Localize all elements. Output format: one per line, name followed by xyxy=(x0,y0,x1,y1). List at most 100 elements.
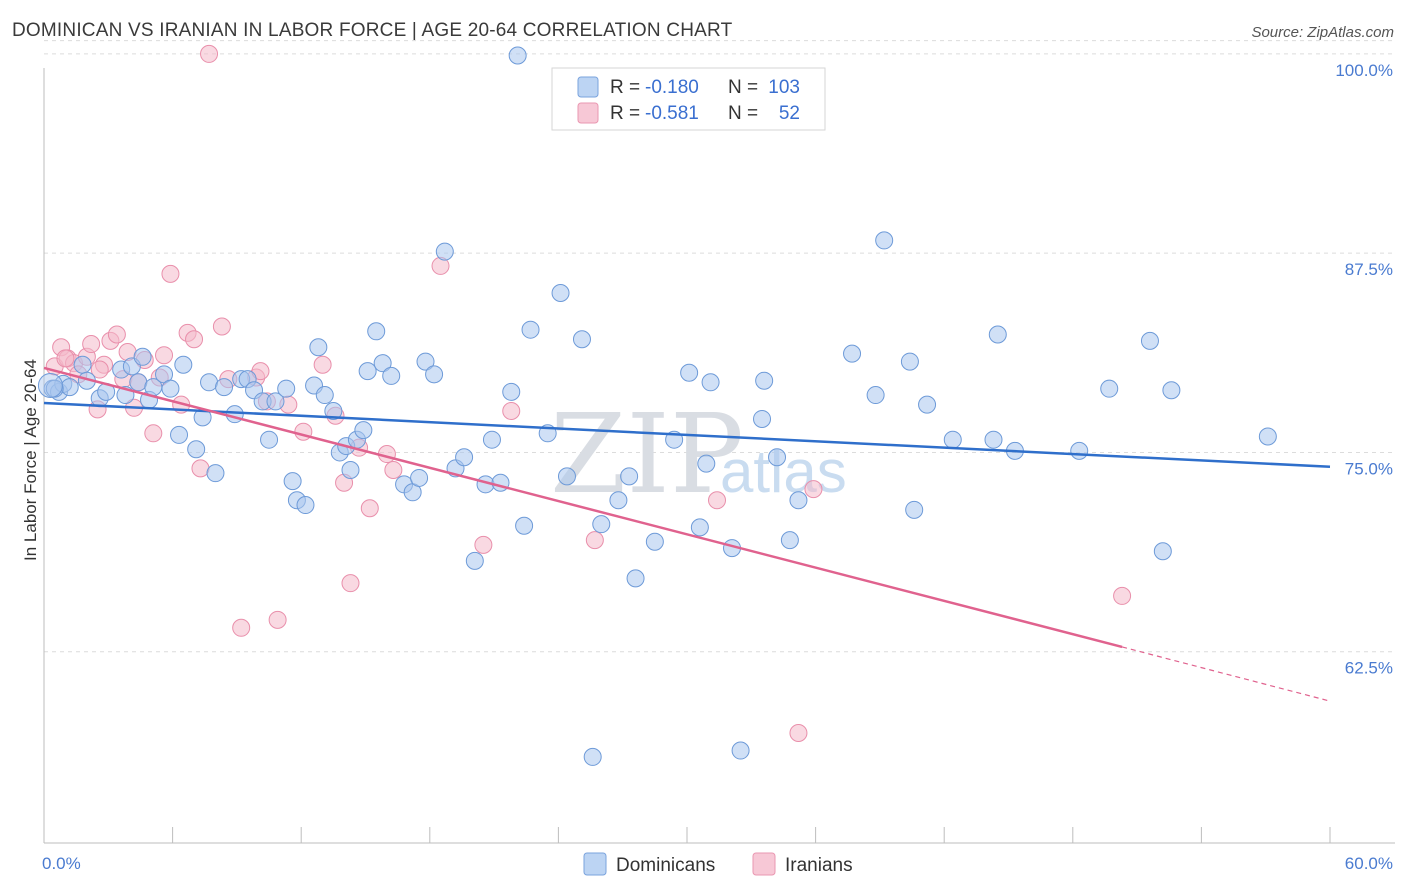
series-legend-iranians: Iranians xyxy=(785,855,853,876)
dominicans-point xyxy=(367,322,386,341)
legend-swatch-dominicans xyxy=(577,76,599,98)
dominicans-point xyxy=(133,347,152,366)
dominicans-point xyxy=(373,354,392,373)
dominicans-point xyxy=(551,284,570,303)
y-tick-label: 87.5% xyxy=(1345,260,1393,279)
dominicans-point xyxy=(315,386,334,405)
dominicans-point xyxy=(988,325,1007,344)
dominicans-point xyxy=(206,464,225,483)
iranians-point xyxy=(804,480,823,499)
x-tick-label-min: 0.0% xyxy=(42,854,81,873)
iranians-point xyxy=(56,349,75,368)
dominicans-point xyxy=(900,352,919,371)
dominicans-point xyxy=(260,430,279,449)
iranians-point xyxy=(232,618,251,637)
dominicans-point xyxy=(73,355,92,374)
dominicans-point xyxy=(645,532,664,551)
dominicans-trend-line xyxy=(43,401,1331,469)
legend-r-label-1: R = xyxy=(610,77,640,98)
dominicans-point xyxy=(266,392,285,411)
legend-n-label-2: N = xyxy=(728,103,758,124)
dominicans-point xyxy=(1100,379,1119,398)
dominicans-point xyxy=(341,460,360,479)
dominicans-point xyxy=(1070,441,1089,460)
series-legend-dominicans: Dominicans xyxy=(616,855,715,876)
dominicans-point xyxy=(382,366,401,385)
dominicans-points xyxy=(37,46,1277,766)
y-tick-label: 100.0% xyxy=(1335,61,1393,80)
dominicans-point xyxy=(482,430,501,449)
dominicans-point xyxy=(416,352,435,371)
series-legend-swatch-dominicans xyxy=(583,852,607,876)
iranians-trend-extension xyxy=(1121,646,1331,702)
dominicans-point xyxy=(324,401,343,420)
iranians-point xyxy=(212,317,231,336)
y-tick-label: 75.0% xyxy=(1345,459,1393,478)
dominicans-point xyxy=(508,46,527,65)
source-label: Source: ZipAtlas.com xyxy=(1251,24,1394,41)
iranians-point xyxy=(144,424,163,443)
series-legend: Dominicans Iranians xyxy=(583,852,853,876)
iranians-point xyxy=(708,491,727,510)
legend-r-value-2: -0.581 xyxy=(645,103,699,124)
dominicans-point xyxy=(435,242,454,261)
dominicans-point xyxy=(789,491,808,510)
dominicans-point xyxy=(690,518,709,537)
dominicans-point xyxy=(309,338,328,357)
x-tick-label-max: 60.0% xyxy=(1345,854,1393,873)
dominicans-point xyxy=(755,371,774,390)
dominicans-point-cluster xyxy=(37,372,63,398)
dominicans-point xyxy=(609,491,628,510)
legend-r-value-1: -0.180 xyxy=(645,77,699,98)
iranians-point xyxy=(155,346,174,365)
dominicans-point xyxy=(502,382,521,401)
dominicans-point xyxy=(620,467,639,486)
iranians-point xyxy=(1113,586,1132,605)
dominicans-point xyxy=(60,378,79,397)
dominicans-point xyxy=(465,551,484,570)
correlation-legend: R = -0.180 N = 103 R = -0.581 N = 52 xyxy=(551,67,826,131)
dominicans-point xyxy=(174,355,193,374)
iranians-point xyxy=(107,325,126,344)
dominicans-point xyxy=(731,741,750,760)
dominicans-point xyxy=(296,496,315,515)
dominicans-point xyxy=(843,344,862,363)
dominicans-point xyxy=(680,363,699,382)
dominicans-point xyxy=(455,448,474,467)
dominicans-point xyxy=(918,395,937,414)
iranians-point xyxy=(360,499,379,518)
dominicans-point xyxy=(1258,427,1277,446)
watermark-atlas: atlas xyxy=(720,438,847,505)
dominicans-point xyxy=(200,373,219,392)
legend-r-label-2: R = xyxy=(610,103,640,124)
trend-lines xyxy=(43,366,1331,702)
dominicans-point xyxy=(1162,381,1181,400)
series-legend-swatch-iranians xyxy=(752,852,776,876)
iranians-point xyxy=(90,360,109,379)
dominicans-point xyxy=(780,531,799,550)
legend-swatch-iranians xyxy=(577,102,599,124)
iranians-point xyxy=(384,460,403,479)
dominicans-point xyxy=(583,747,602,766)
dominicans-point xyxy=(521,320,540,339)
dominicans-point xyxy=(943,430,962,449)
dominicans-point xyxy=(277,379,296,398)
iranians-point xyxy=(313,355,332,374)
dominicans-point xyxy=(697,454,716,473)
y-tick-label: 62.5% xyxy=(1345,659,1393,678)
dominicans-point xyxy=(215,378,234,397)
dominicans-point xyxy=(410,468,429,487)
iranians-point xyxy=(191,459,210,478)
y-axis-label: In Labor Force | Age 20-64 xyxy=(21,359,40,561)
dominicans-point xyxy=(592,515,611,534)
dominicans-point xyxy=(354,421,373,440)
iranians-point xyxy=(474,535,493,554)
dominicans-point xyxy=(170,425,189,444)
dominicans-point xyxy=(701,373,720,392)
dominicans-point xyxy=(129,373,148,392)
legend-n-value-2: 52 xyxy=(779,103,800,124)
iranians-point xyxy=(251,362,270,381)
dominicans-point xyxy=(768,448,787,467)
iranians-point xyxy=(185,330,204,349)
